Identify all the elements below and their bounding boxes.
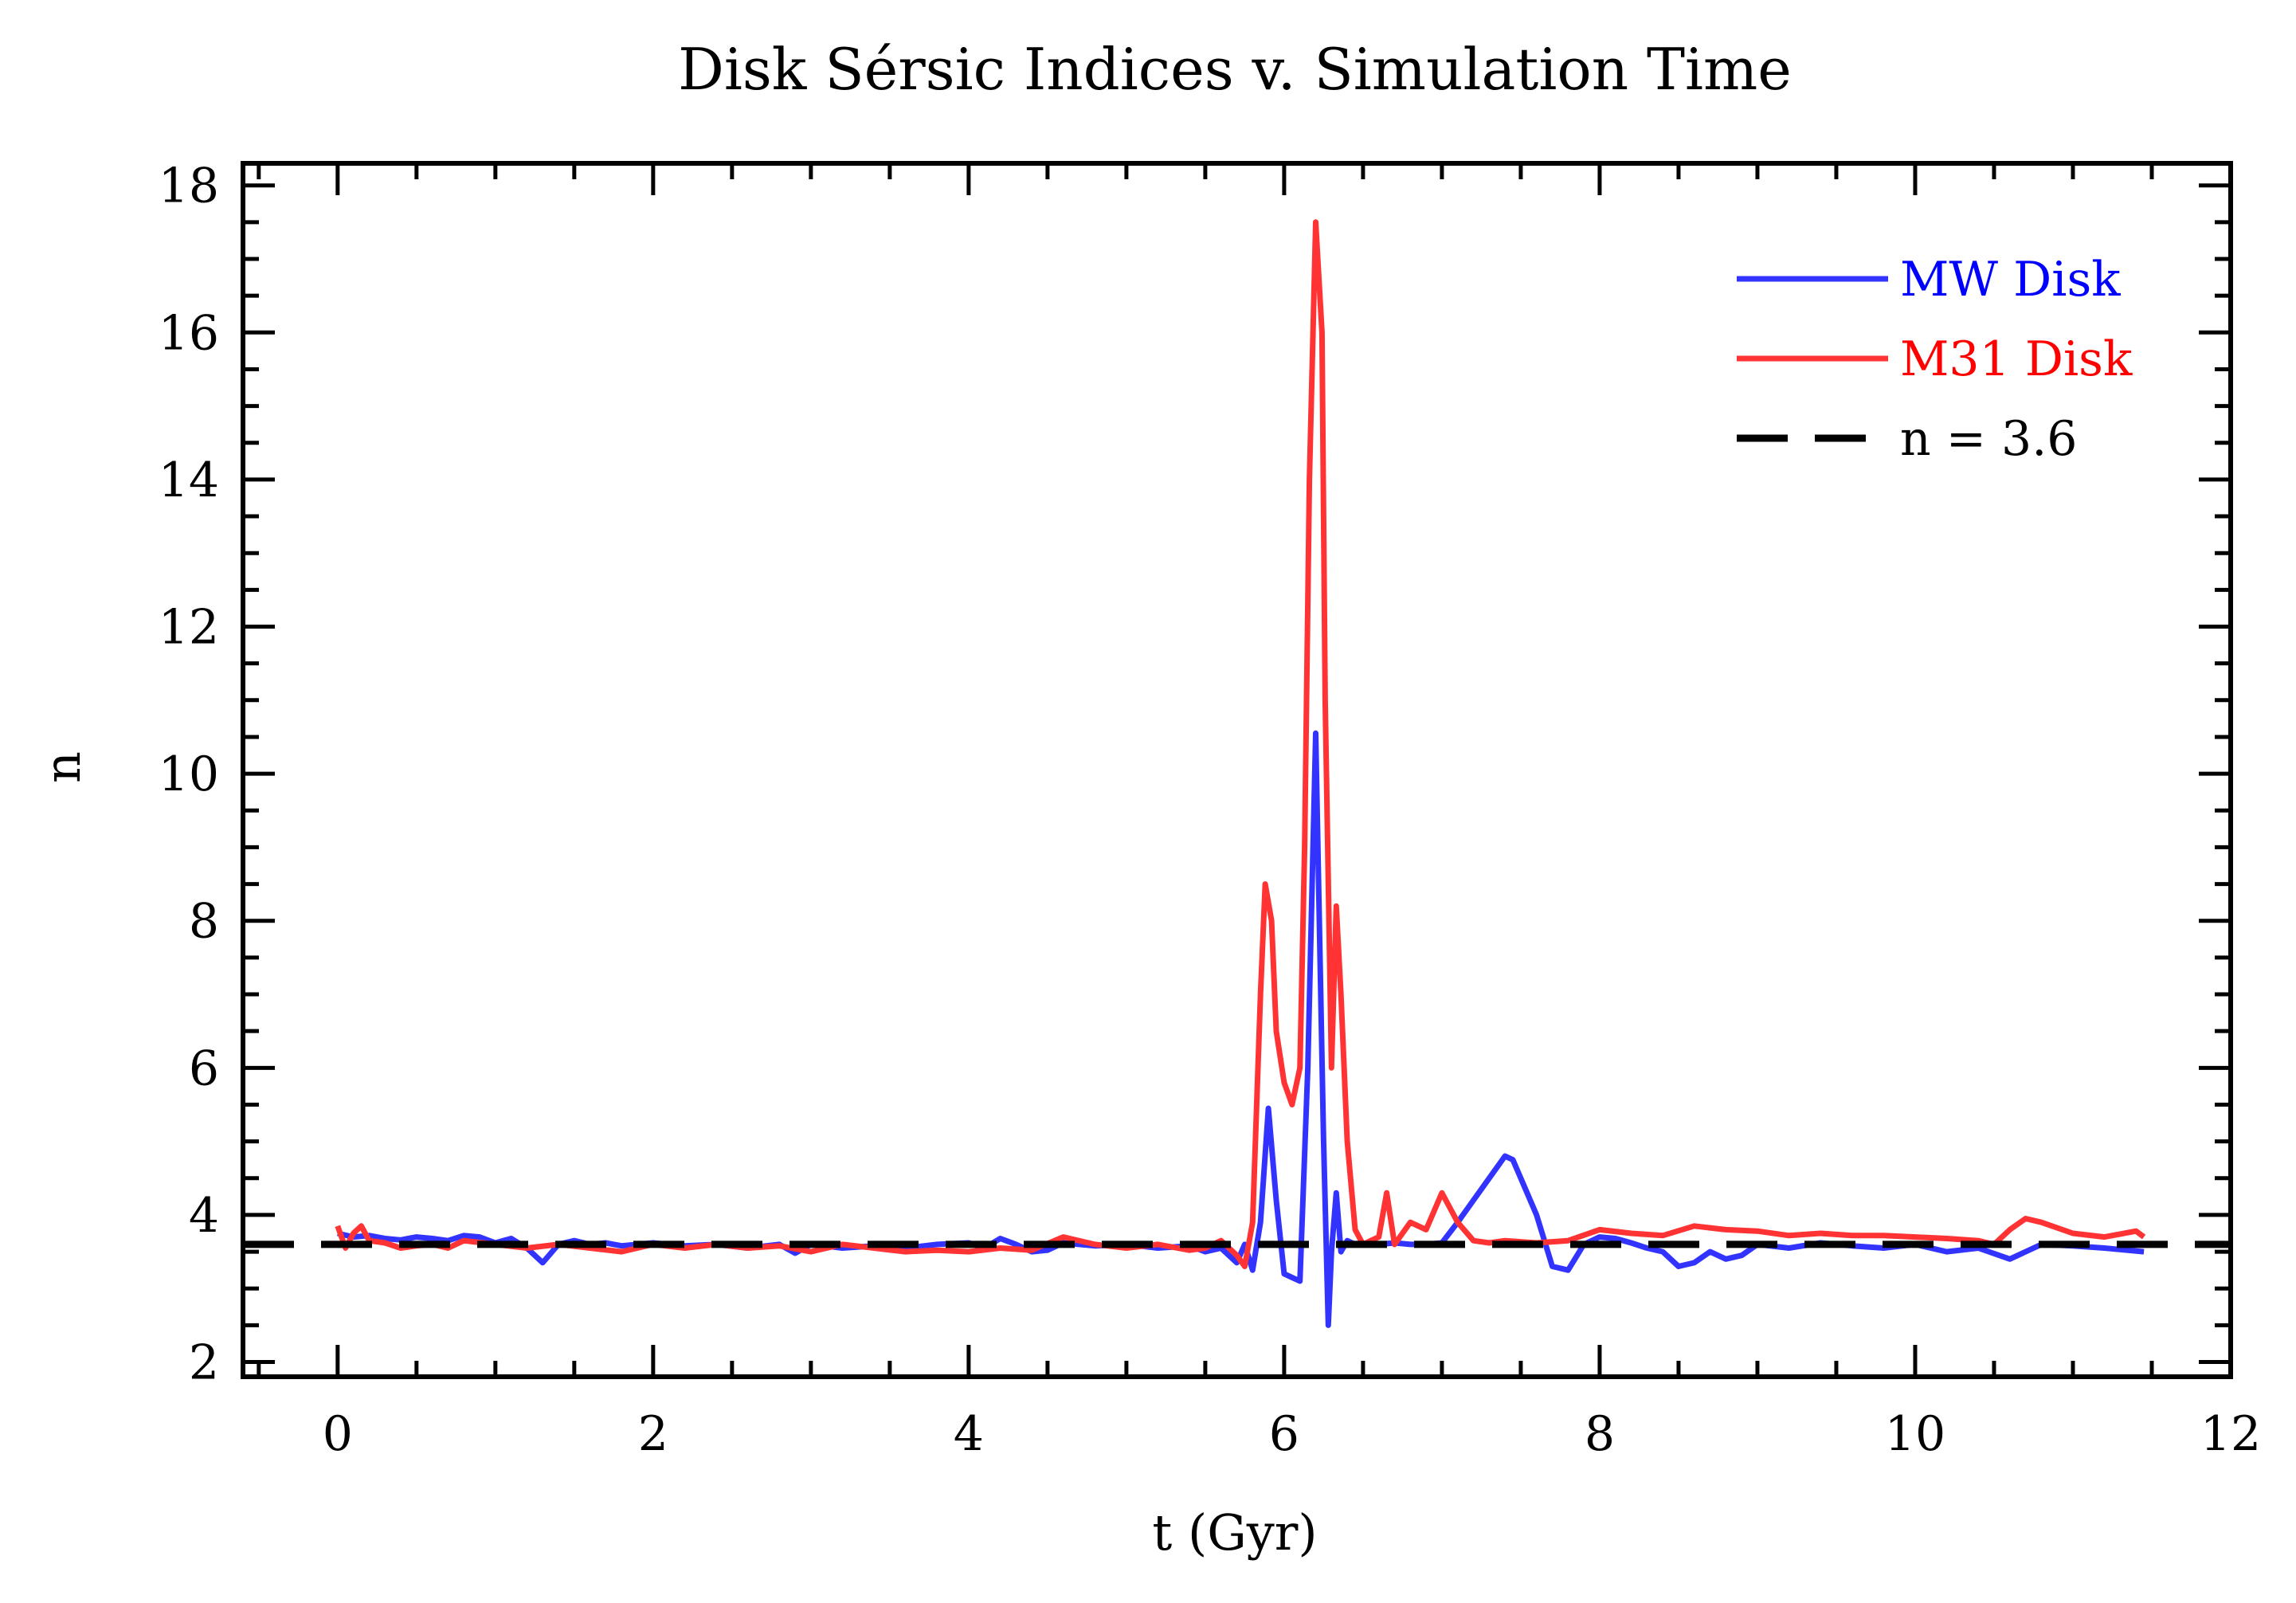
x-tick-label: 4 xyxy=(954,1406,984,1462)
y-tick-label: 4 xyxy=(189,1188,219,1244)
y-tick-label: 8 xyxy=(189,894,219,950)
legend-label-2: n = 3.6 xyxy=(1900,411,2077,467)
x-axis-label: t (Gyr) xyxy=(1152,1503,1317,1562)
y-tick-label: 14 xyxy=(159,453,219,508)
chart-title: Disk Sérsic Indices v. Simulation Time xyxy=(678,36,1792,103)
legend-label-0: MW Disk xyxy=(1900,252,2121,308)
y-tick-label: 6 xyxy=(189,1041,219,1096)
y-axis-label: n xyxy=(33,751,92,783)
y-tick-label: 10 xyxy=(159,747,219,802)
x-tick-label: 6 xyxy=(1269,1406,1299,1462)
x-tick-label: 2 xyxy=(638,1406,668,1462)
plot-layer: 0 2 4 6 8 10 12 2 4 6 8 10 12 14 16 18 MW Disk M31 Disk n … xyxy=(159,159,2262,1462)
series-line-1 xyxy=(335,219,2146,1269)
y-tick-label: 18 xyxy=(159,159,219,214)
x-tick-label: 10 xyxy=(1885,1406,1945,1462)
plot-frame xyxy=(241,161,2233,1379)
x-tick-label: 8 xyxy=(1585,1406,1615,1462)
x-tick-label: 12 xyxy=(2200,1406,2261,1462)
legend-label-1: M31 Disk xyxy=(1900,331,2133,387)
y-tick-label: 12 xyxy=(159,600,219,656)
y-tick-label: 2 xyxy=(189,1335,219,1391)
y-tick-label: 16 xyxy=(159,305,219,361)
x-tick-label: 0 xyxy=(323,1406,353,1462)
